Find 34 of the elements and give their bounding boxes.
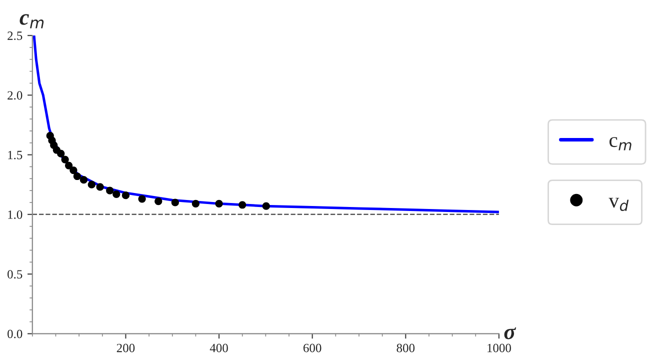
x-axis-title: σ — [504, 327, 516, 340]
point — [138, 195, 146, 203]
point — [262, 202, 270, 210]
point — [88, 180, 96, 188]
point — [122, 192, 130, 200]
x-tick-label: 600 — [304, 344, 322, 352]
point — [70, 166, 78, 174]
y-tick-label: 1.0 — [8, 210, 22, 219]
point — [171, 198, 179, 206]
legend-label: v$_{d}$ — [608, 198, 629, 212]
x-tick-label: 200 — [116, 344, 135, 352]
y-tick-label: 1.5 — [8, 150, 22, 160]
legend-label: c$_{m}$ — [609, 137, 632, 150]
point — [106, 186, 114, 194]
y-tick-label: 2.0 — [8, 91, 22, 100]
point — [192, 200, 200, 208]
point — [154, 197, 162, 206]
x-tick-label: 800 — [396, 344, 415, 352]
x-tick-label: 1000 — [488, 344, 511, 352]
point — [57, 150, 65, 158]
point — [112, 190, 120, 198]
point — [64, 162, 73, 170]
point — [96, 183, 104, 191]
point — [215, 200, 223, 208]
point — [238, 201, 246, 209]
y-tick-label: 0.0 — [8, 330, 22, 338]
point — [73, 172, 81, 180]
line-series — [32, 36, 499, 214]
point — [80, 176, 88, 184]
point — [61, 156, 69, 164]
x-tick-label: 400 — [210, 344, 228, 352]
y-tick-label: 2.5 — [8, 32, 22, 40]
y-axis-title: c$_{m}$ — [20, 14, 44, 28]
y-tick-label: 0.5 — [8, 270, 22, 279]
